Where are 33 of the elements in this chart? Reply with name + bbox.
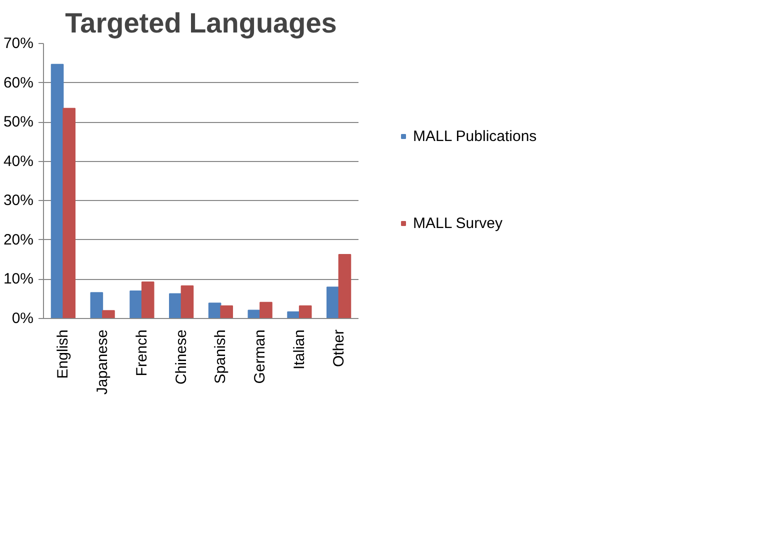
x-tick-label: German: [252, 329, 269, 384]
bar: [169, 293, 182, 318]
bar: [62, 108, 76, 318]
bar: [260, 302, 272, 318]
x-tick-label: Other: [330, 329, 348, 368]
x-tick-label: English: [54, 329, 72, 379]
y-tick-label: 10%: [3, 270, 34, 288]
y-tick-label: 20%: [3, 231, 34, 248]
x-tick-label: Italian: [290, 329, 308, 370]
chart-title: Targeted Languages: [65, 8, 337, 38]
x-tick-label: Japanese: [94, 329, 112, 395]
y-tick-label: 60%: [3, 74, 34, 92]
y-tick-label: 50%: [3, 114, 34, 131]
bar: [326, 286, 340, 318]
bar: [90, 292, 104, 318]
bar: [220, 305, 233, 318]
x-tick-label: Spanish: [212, 329, 230, 384]
y-tick-label: 30%: [3, 192, 34, 210]
bar: [208, 302, 222, 318]
y-tick-label: 0%: [12, 310, 34, 327]
bar: [338, 254, 352, 318]
y-tick-label: 70%: [3, 35, 34, 52]
bar: [298, 305, 312, 318]
y-tick-label: 40%: [3, 152, 34, 170]
x-tick-label: French: [133, 329, 150, 376]
legend-label: MALL Publications: [413, 128, 537, 144]
bar: [180, 285, 194, 318]
bar: [141, 281, 154, 318]
bar: [130, 290, 142, 318]
legend-label: MALL Survey: [413, 214, 502, 232]
bar: [102, 310, 115, 318]
bar: [50, 64, 64, 318]
x-tick-label: Chinese: [172, 329, 190, 385]
